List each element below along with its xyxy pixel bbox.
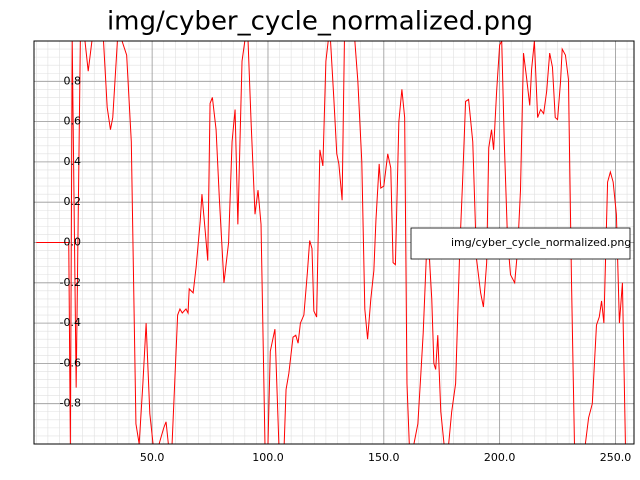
y-tick-label: -0.6 — [60, 356, 81, 369]
x-tick-label: 150.0 — [368, 451, 400, 464]
y-tick-label: -0.2 — [60, 276, 81, 289]
x-tick-label: 100.0 — [252, 451, 284, 464]
data-line — [36, 41, 630, 444]
legend-label: img/cyber_cycle_normalized.png — [451, 236, 631, 249]
x-tick-label: 50.0 — [140, 451, 165, 464]
legend-box — [410, 227, 631, 260]
y-tick-label: 0.0 — [64, 236, 82, 249]
x-tick-label: 200.0 — [484, 451, 516, 464]
y-tick-label: 0.6 — [64, 115, 82, 128]
plot-area — [36, 41, 630, 444]
y-tick-label: -0.8 — [60, 397, 81, 410]
tick-labels: 50.0 100.0 150.0 200.0 250.0 -0.8 -0.6 -0.4 -0.2… — [60, 74, 632, 464]
y-tick-label: -0.4 — [60, 316, 81, 329]
y-tick-label: 0.4 — [64, 155, 82, 168]
y-tick-label: 0.8 — [64, 74, 82, 87]
legend: img/cyber_cycle_normalized.png — [410, 227, 631, 260]
chart-title: img/cyber_cycle_normalized.png — [107, 7, 533, 37]
y-tick-label: 0.2 — [64, 195, 82, 208]
x-tick-label: 250.0 — [600, 451, 632, 464]
plot-frame — [33, 40, 635, 445]
grid — [34, 41, 634, 444]
